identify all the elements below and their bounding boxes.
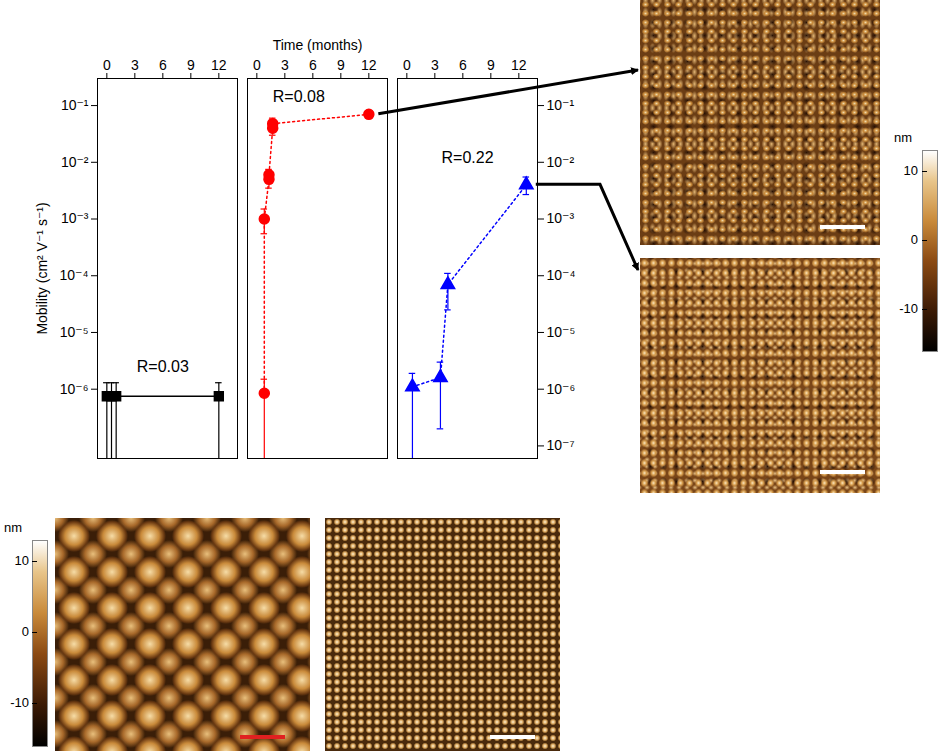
svg-text:12: 12 (361, 57, 377, 73)
svg-text:10⁻¹: 10⁻¹ (61, 97, 89, 113)
html-text:0: 0 (910, 231, 918, 247)
svg-text:10⁻²: 10⁻² (61, 154, 89, 170)
svg-text:R=0.22: R=0.22 (441, 149, 493, 166)
svg-text:10⁻²: 10⁻² (547, 154, 575, 170)
svg-text:10⁻⁶: 10⁻⁶ (547, 381, 576, 397)
svg-text:12: 12 (511, 57, 527, 73)
svg-text:6: 6 (459, 57, 467, 73)
svg-text:10⁻³: 10⁻³ (547, 210, 575, 226)
svg-text:12: 12 (211, 57, 227, 73)
html-text:nm: nm (4, 520, 23, 535)
html-text:-10: -10 (899, 300, 918, 316)
svg-text:R=0.03: R=0.03 (137, 358, 189, 375)
svg-text:0: 0 (403, 57, 411, 73)
svg-text:0: 0 (103, 57, 111, 73)
svg-text:3: 3 (131, 57, 139, 73)
svg-text:3: 3 (431, 57, 439, 73)
svg-text:9: 9 (337, 57, 345, 73)
svg-text:3: 3 (281, 57, 289, 73)
svg-text:0: 0 (253, 57, 261, 73)
svg-text:10⁻⁴: 10⁻⁴ (60, 267, 89, 283)
html-text:0: 0 (21, 623, 29, 639)
svg-text:10⁻⁷: 10⁻⁷ (547, 437, 575, 453)
svg-text:Time (months): Time (months) (273, 37, 363, 53)
svg-text:10⁻⁵: 10⁻⁵ (547, 324, 576, 340)
svg-text:6: 6 (159, 57, 167, 73)
svg-text:9: 9 (187, 57, 195, 73)
html-text:10: 10 (14, 553, 29, 569)
svg-text:10⁻⁶: 10⁻⁶ (60, 381, 89, 397)
svg-text:6: 6 (309, 57, 317, 73)
svg-text:10⁻³: 10⁻³ (61, 210, 89, 226)
html-text:10: 10 (903, 162, 918, 178)
svg-text:10⁻⁵: 10⁻⁵ (60, 324, 89, 340)
svg-text:R=0.08: R=0.08 (273, 88, 325, 105)
svg-text:Mobility (cm² V⁻¹ s⁻¹): Mobility (cm² V⁻¹ s⁻¹) (34, 202, 50, 334)
svg-text:9: 9 (487, 57, 495, 73)
html-text:-10: -10 (10, 694, 29, 710)
svg-text:10⁻⁴: 10⁻⁴ (547, 267, 576, 283)
svg-text:10⁻¹: 10⁻¹ (547, 97, 575, 113)
html-text:nm: nm (894, 130, 913, 145)
